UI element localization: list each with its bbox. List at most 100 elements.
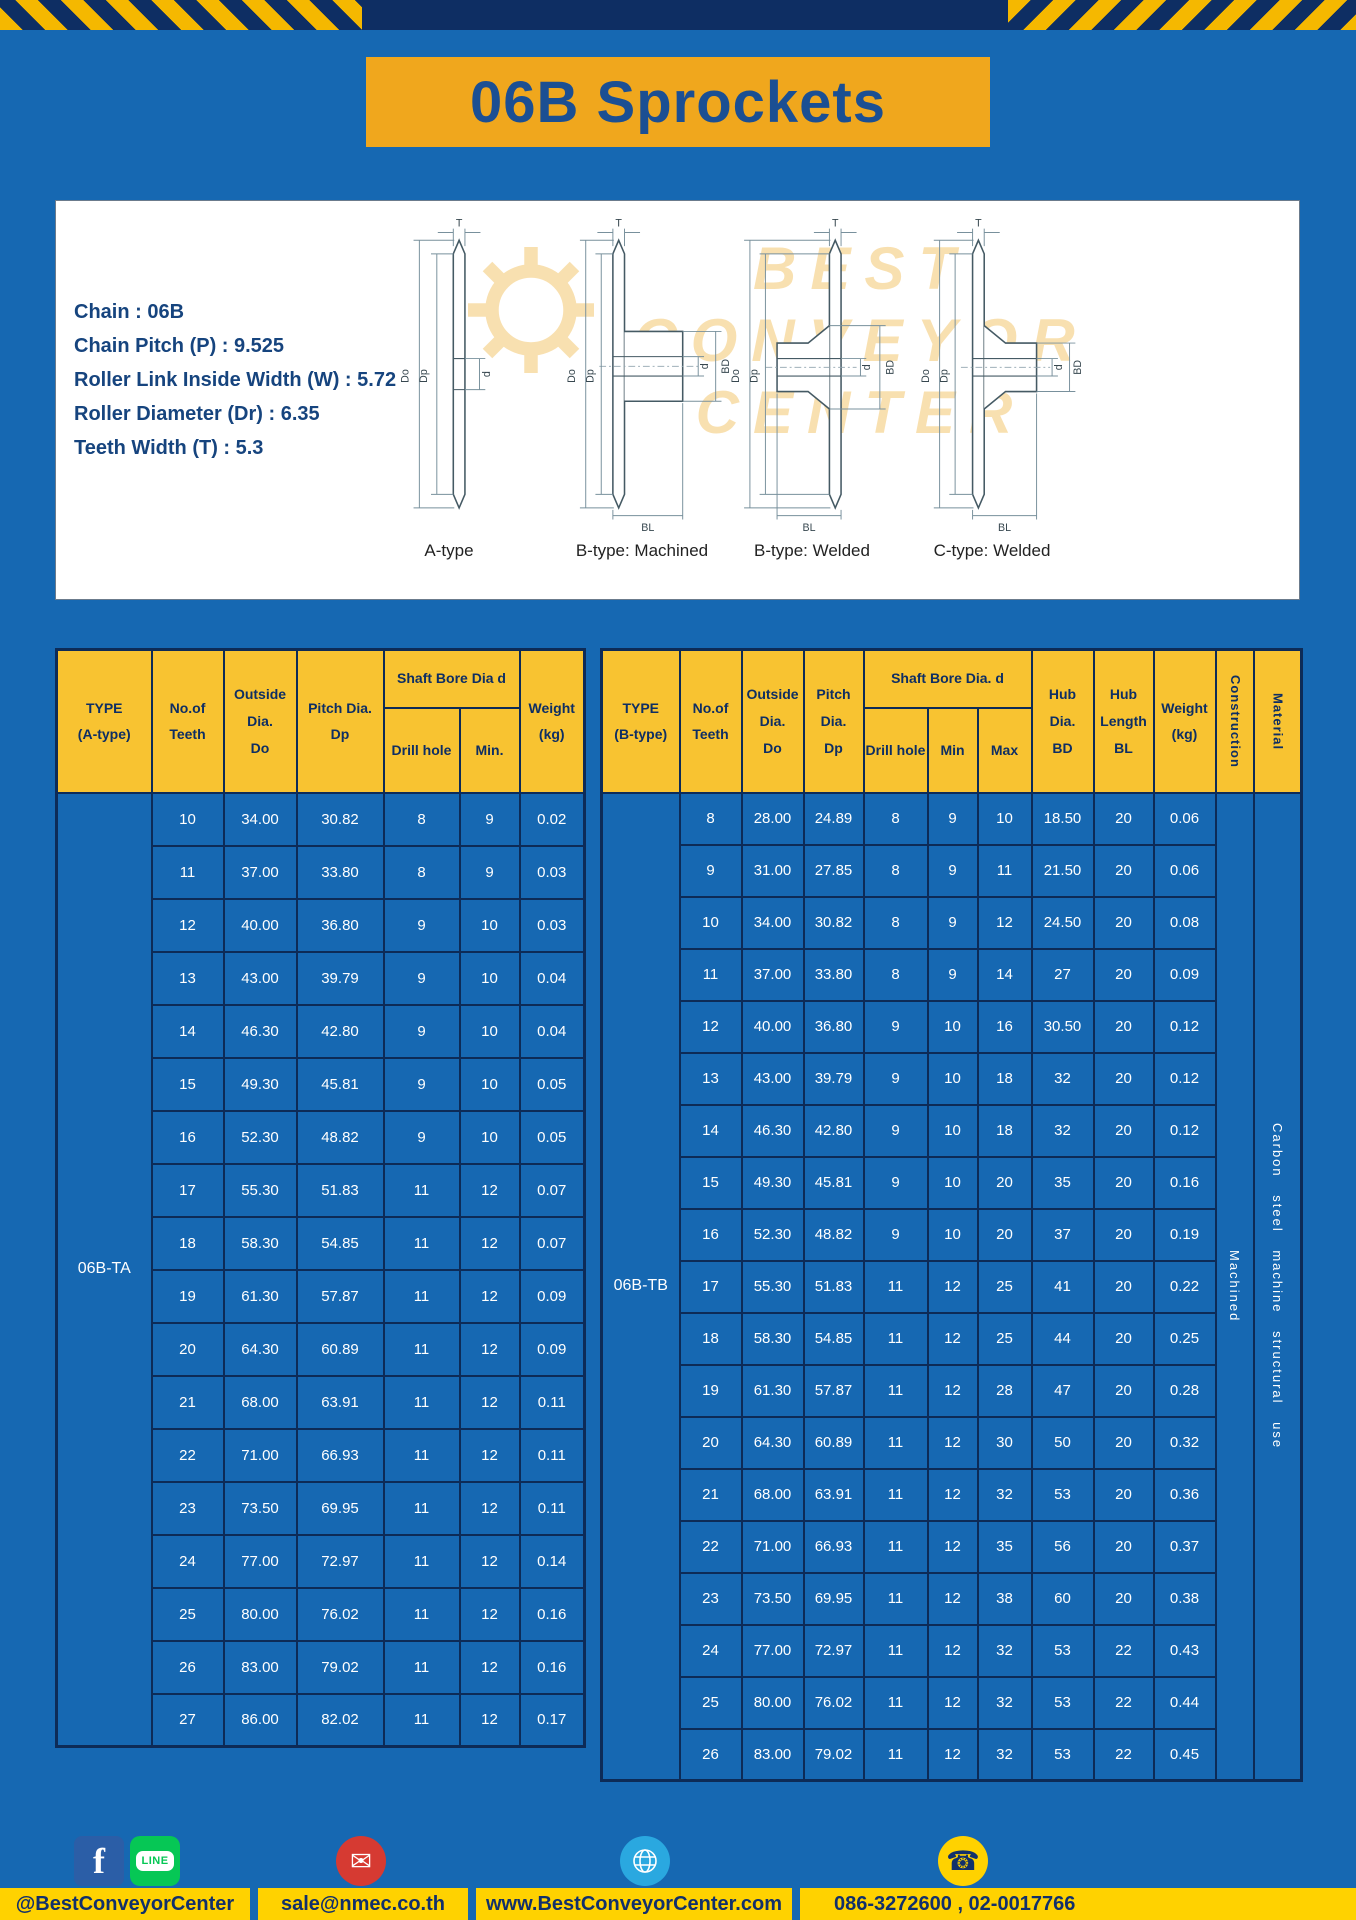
table-row: 27 86.00 82.02 11 12 0.17	[57, 1692, 586, 1748]
table-cell: 0.25	[1152, 1311, 1217, 1366]
table-cell: 30.82	[295, 791, 385, 847]
table-cell: 11	[976, 843, 1033, 898]
table-row: 16 52.30 48.82 9 10 0.05	[57, 1109, 586, 1165]
table-cell: 18	[976, 1051, 1033, 1106]
table-cell: 53	[1030, 1623, 1095, 1678]
table-row: 21 68.00 63.91 11 12 32 53 20 0.36	[602, 1467, 1302, 1522]
col-outside-dia-a: Outside Dia. Do	[222, 648, 298, 794]
table-cell: 12	[458, 1321, 521, 1377]
table-cell: 24	[678, 1623, 743, 1678]
table-cell: 9	[926, 947, 979, 1002]
table-cell: 12	[458, 1268, 521, 1324]
dim-label-do: Do	[399, 369, 411, 383]
facebook-glyph: f	[93, 1841, 105, 1881]
table-cell: 11	[382, 1427, 461, 1483]
table-cell: 23	[150, 1480, 225, 1536]
table-cell: 51.83	[802, 1259, 865, 1314]
table-a-type: TYPE (A-type) No.of Teeth Outside Dia. D…	[55, 648, 586, 1748]
table-cell: 12	[926, 1727, 979, 1782]
dim-label-do: Do	[920, 369, 932, 383]
table-cell: 53	[1030, 1727, 1095, 1782]
spec-chain-pitch: Chain Pitch (P) : 9.525	[74, 335, 285, 357]
table-cell: 8	[862, 947, 929, 1002]
table-cell: 9	[862, 999, 929, 1054]
table-cell: 20	[1092, 1571, 1155, 1626]
footer-email-strip: sale@nmec.co.th	[258, 1888, 468, 1920]
table-cell: 12	[458, 1162, 521, 1218]
col-material-b: Material	[1252, 648, 1303, 794]
table-cell: 0.12	[1152, 1103, 1217, 1158]
table-cell: 14	[976, 947, 1033, 1002]
b-type-machined-diagram: T Do Dp d BD BL	[566, 218, 732, 534]
table-cell: 9	[382, 1109, 461, 1165]
table-cell: 38	[976, 1571, 1033, 1626]
table-cell: 25	[678, 1675, 743, 1730]
table-cell: 11	[382, 1321, 461, 1377]
page-title: 06B Sprockets	[470, 69, 886, 135]
table-row: 15 49.30 45.81 9 10 0.05	[57, 1056, 586, 1112]
table-cell: 21	[150, 1374, 225, 1430]
table-cell: 11	[862, 1467, 929, 1522]
table-cell: 20	[976, 1207, 1033, 1262]
table-cell: 0.07	[518, 1215, 586, 1271]
globe-icon[interactable]	[620, 1836, 670, 1886]
table-cell: 46.30	[222, 1003, 298, 1059]
table-cell: 14	[678, 1103, 743, 1158]
line-icon[interactable]: LINE	[130, 1836, 180, 1886]
table-cell: 68.00	[740, 1467, 805, 1522]
table-cell: 20	[1092, 1415, 1155, 1470]
table-cell: 20	[1092, 1207, 1155, 1262]
table-cell: 24.89	[802, 791, 865, 846]
table-cell: 9	[862, 1155, 929, 1210]
footer-phone-strip: 086-3272600 , 02-0017766	[800, 1888, 1356, 1920]
table-cell: 11	[862, 1623, 929, 1678]
table-row: 13 43.00 39.79 9 10 18 32 20 0.12	[602, 1051, 1302, 1106]
table-cell: 39.79	[295, 950, 385, 1006]
dim-label-do: Do	[566, 369, 578, 383]
table-cell: 37.00	[222, 844, 298, 900]
table-cell: 25	[976, 1311, 1033, 1366]
col-teeth-b: No.of Teeth	[678, 648, 743, 794]
table-cell: 32	[1030, 1103, 1095, 1158]
table-cell: 11	[862, 1519, 929, 1574]
table-cell: 69.95	[802, 1571, 865, 1626]
table-cell: 28.00	[740, 791, 805, 846]
facebook-icon[interactable]: f	[74, 1836, 124, 1886]
table-row: 21 68.00 63.91 11 12 0.11	[57, 1374, 586, 1430]
table-a-header: TYPE (A-type) No.of Teeth Outside Dia. D…	[55, 648, 586, 794]
col-pitch-dia-b: Pitch Dia. Dp	[802, 648, 865, 794]
phone-icon[interactable]: ☎	[938, 1836, 988, 1886]
table-row: 16 52.30 48.82 9 10 20 37 20 0.19	[602, 1207, 1302, 1262]
table-cell: 76.02	[802, 1675, 865, 1730]
table-cell: 20	[1092, 895, 1155, 950]
table-cell: 12	[926, 1623, 979, 1678]
table-cell: 12	[458, 1586, 521, 1642]
table-cell: 0.37	[1152, 1519, 1217, 1574]
table-cell: 0.45	[1152, 1727, 1217, 1782]
table-cell: 11	[862, 1363, 929, 1418]
table-cell: 10	[458, 1109, 521, 1165]
table-cell: 20	[1092, 1155, 1155, 1210]
hazard-stripes-left	[0, 0, 362, 30]
drawing-b-type-machined: T Do Dp d BD BL B-type: Machined	[542, 217, 742, 561]
table-cell: 10	[678, 895, 743, 950]
drawing-label: B-type: Welded	[754, 541, 870, 560]
mail-icon[interactable]: ✉	[336, 1836, 386, 1886]
table-cell: 20	[1092, 947, 1155, 1002]
table-cell: 13	[150, 950, 225, 1006]
table-cell: 17	[150, 1162, 225, 1218]
col-max-b: Max	[976, 706, 1033, 794]
table-cell: 10	[926, 999, 979, 1054]
table-row: 11 37.00 33.80 8 9 14 27 20 0.09	[602, 947, 1302, 1002]
table-cell: 55.30	[222, 1162, 298, 1218]
table-cell: 11	[382, 1215, 461, 1271]
table-cell: 77.00	[740, 1623, 805, 1678]
table-row: 20 64.30 60.89 11 12 0.09	[57, 1321, 586, 1377]
col-shaft-bore-a: Shaft Bore Dia d	[382, 648, 521, 709]
table-cell: 46.30	[740, 1103, 805, 1158]
dim-label-bd: BD	[884, 360, 896, 375]
material-value: Carbon steel machine structural use	[1252, 791, 1303, 1782]
table-cell: 72.97	[802, 1623, 865, 1678]
table-cell: 0.28	[1152, 1363, 1217, 1418]
table-cell: 55.30	[740, 1259, 805, 1314]
